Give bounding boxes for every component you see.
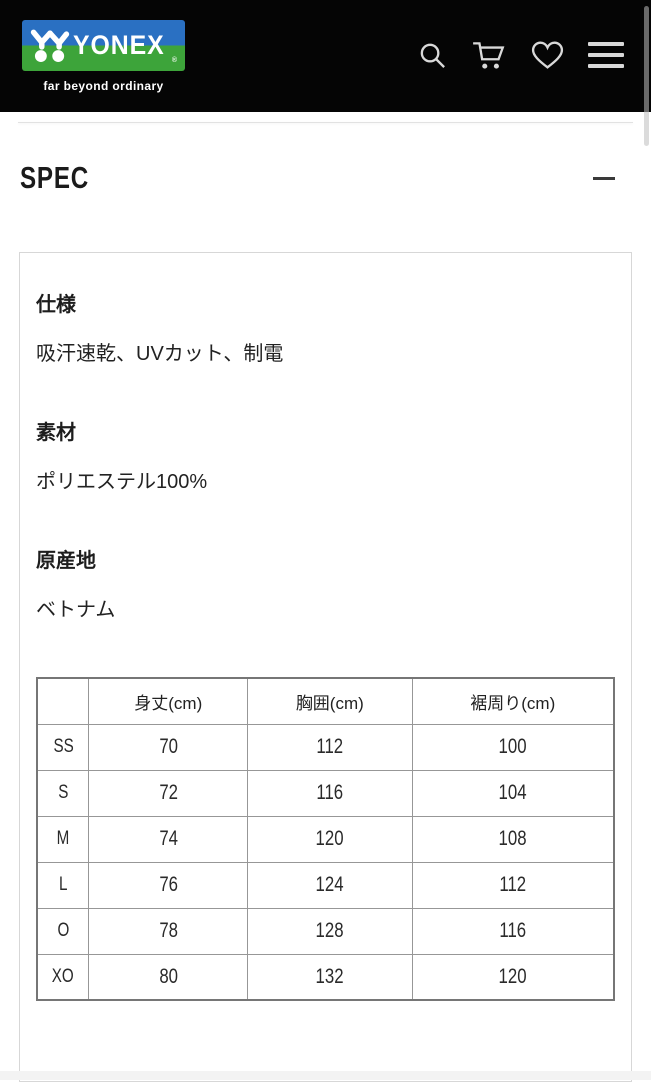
- header-divider: [18, 122, 633, 123]
- scrollbar-thumb[interactable]: [644, 6, 649, 146]
- cell-value: 128: [315, 919, 344, 942]
- hamburger-menu-icon[interactable]: [588, 42, 624, 68]
- cell-value: 120: [498, 964, 527, 988]
- cell-value: 78: [158, 919, 178, 942]
- column-header: 胸囲(cm): [247, 677, 413, 725]
- table-row: L 76 124 112: [36, 861, 615, 909]
- size-table-header-row: 身丈(cm) 胸囲(cm) 裾周り(cm): [36, 677, 615, 725]
- size-chart-table: 身丈(cm) 胸囲(cm) 裾周り(cm) SS 70 112 100 S 72…: [36, 677, 615, 1001]
- cell-value: 132: [315, 964, 344, 988]
- site-header: YONEX ® far beyond ordinary: [0, 0, 651, 146]
- size-label: SS: [53, 736, 74, 757]
- size-label: L: [58, 874, 68, 895]
- registered-mark: ®: [171, 57, 177, 64]
- cell-value: 76: [158, 873, 178, 896]
- brand-tagline: far beyond ordinary: [43, 79, 164, 93]
- cell-value: 112: [499, 873, 527, 896]
- detail-heading: 原産地: [36, 550, 96, 572]
- column-header: 身丈(cm): [88, 677, 249, 725]
- spec-panel: 仕様 吸汗速乾、UVカット、制電 素材 ポリエステル100% 原産地 ベトナム …: [19, 252, 632, 1082]
- spec-section-title: SPEC: [20, 160, 89, 195]
- cell-value: 120: [315, 827, 344, 850]
- detail-value: ベトナム: [36, 599, 116, 621]
- cell-value: 116: [316, 781, 344, 804]
- cell-value: 72: [158, 781, 178, 804]
- spec-accordion-toggle[interactable]: SPEC: [0, 160, 651, 196]
- collapse-minus-icon[interactable]: [593, 176, 615, 180]
- size-label: XO: [52, 965, 75, 987]
- cell-value: 116: [499, 919, 527, 942]
- cell-value: 124: [315, 873, 344, 896]
- detail-value: 吸汗速乾、UVカット、制電: [36, 343, 284, 365]
- cell-value: 104: [498, 781, 527, 804]
- detail-heading: 素材: [36, 422, 76, 444]
- cell-value: 74: [158, 827, 178, 850]
- table-row: S 72 116 104: [36, 769, 615, 817]
- detail-block-material: 素材 ポリエステル100%: [36, 421, 615, 495]
- cell-value: 70: [158, 735, 178, 758]
- header-icon-bar: [417, 38, 624, 72]
- table-row: XO 80 132 120: [36, 953, 615, 1001]
- brand-logo[interactable]: YONEX ® far beyond ordinary: [22, 20, 185, 93]
- detail-value: ポリエステル100%: [36, 471, 208, 493]
- cell-value: 80: [158, 964, 178, 988]
- corner-cell: [36, 677, 90, 725]
- yonex-mark-icon: [30, 29, 70, 62]
- size-label: S: [58, 782, 69, 803]
- detail-block-features: 仕様 吸汗速乾、UVカット、制電: [36, 293, 615, 367]
- search-icon[interactable]: [417, 40, 448, 71]
- column-header: 裾周り(cm): [411, 677, 615, 725]
- cell-value: 100: [498, 735, 527, 758]
- table-row: O 78 128 116: [36, 907, 615, 955]
- size-label: M: [56, 828, 70, 849]
- cart-icon[interactable]: [471, 38, 507, 72]
- detail-block-origin: 原産地 ベトナム: [36, 549, 615, 623]
- wishlist-heart-icon[interactable]: [530, 39, 565, 71]
- table-row: M 74 120 108: [36, 815, 615, 863]
- detail-heading: 仕様: [36, 294, 76, 316]
- cell-value: 112: [316, 735, 344, 758]
- yonex-logo-box: YONEX ®: [22, 20, 185, 71]
- cell-value: 108: [498, 827, 527, 850]
- logo-wordmark: YONEX: [73, 30, 165, 60]
- next-section-edge: [0, 1071, 651, 1080]
- size-label: O: [57, 920, 70, 941]
- table-row: SS 70 112 100: [36, 723, 615, 771]
